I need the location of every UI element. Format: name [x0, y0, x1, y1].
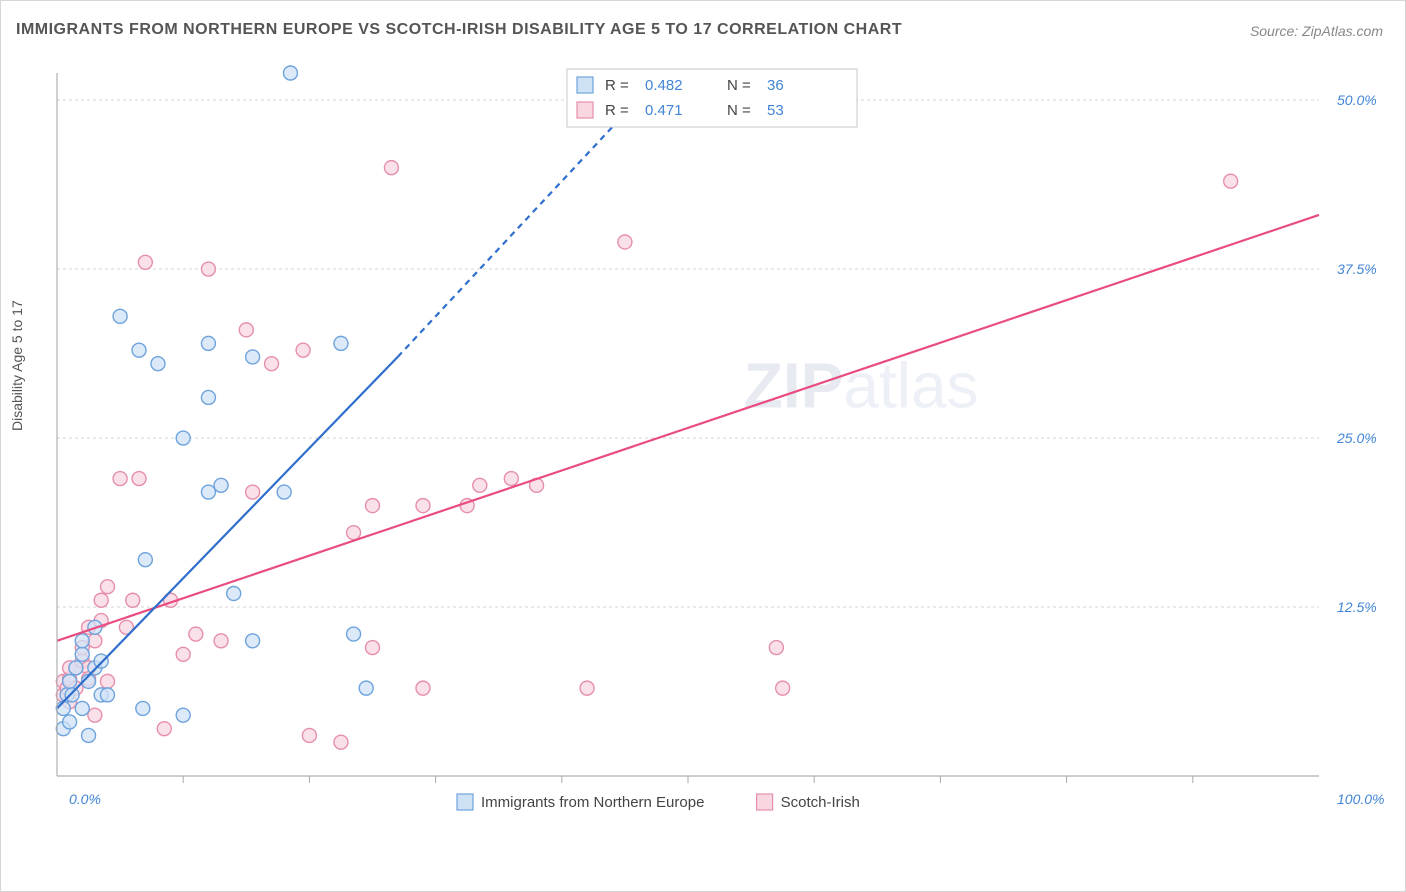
- scatter-point: [366, 641, 380, 655]
- scatter-point: [201, 262, 215, 276]
- scatter-point: [113, 309, 127, 323]
- scatter-point: [334, 336, 348, 350]
- scatter-point: [384, 161, 398, 175]
- scatter-point: [136, 701, 150, 715]
- scatter-point: [416, 681, 430, 695]
- scatter-point: [82, 728, 96, 742]
- scatter-point: [580, 681, 594, 695]
- y-axis-label: Disability Age 5 to 17: [9, 300, 25, 431]
- y-tick-label: 50.0%: [1337, 92, 1377, 108]
- chart-svg: 12.5% 25.0% 37.5% 50.0% ZIPatlas 0.0% 100.0% R …: [47, 61, 1387, 831]
- scatter-point: [201, 336, 215, 350]
- scatter-point: [176, 647, 190, 661]
- legend-r-value: 0.482: [645, 77, 683, 94]
- scatter-point: [94, 654, 108, 668]
- scatter-point: [138, 553, 152, 567]
- legend-series-label: Scotch-Irish: [781, 794, 860, 811]
- scatter-point: [88, 634, 102, 648]
- scatter-point: [277, 485, 291, 499]
- scatter-point: [504, 472, 518, 486]
- watermark: ZIPatlas: [744, 350, 979, 422]
- chart-container: IMMIGRANTS FROM NORTHERN EUROPE VS SCOTC…: [0, 0, 1406, 892]
- legend-r-label: R =: [605, 102, 629, 119]
- legend-n-label: N =: [727, 102, 751, 119]
- chart-title: IMMIGRANTS FROM NORTHERN EUROPE VS SCOTC…: [16, 21, 902, 39]
- scatter-point: [132, 343, 146, 357]
- scatter-point: [359, 681, 373, 695]
- scatter-point: [473, 478, 487, 492]
- scatter-point: [366, 499, 380, 513]
- scatter-point: [138, 255, 152, 269]
- legend-swatch: [757, 794, 773, 810]
- scatter-point: [100, 580, 114, 594]
- legend-n-label: N =: [727, 77, 751, 94]
- scatter-point: [347, 627, 361, 641]
- scatter-point: [75, 647, 89, 661]
- trend-line: [57, 215, 1319, 641]
- scatter-point: [63, 674, 77, 688]
- scatter-point: [246, 485, 260, 499]
- scatter-point: [157, 722, 171, 736]
- scatter-point: [347, 526, 361, 540]
- scatter-point: [302, 728, 316, 742]
- scatter-point: [65, 688, 79, 702]
- scatter-point: [214, 634, 228, 648]
- scatter-point: [88, 708, 102, 722]
- source-label: Source: ZipAtlas.com: [1250, 23, 1383, 39]
- scatter-point: [63, 715, 77, 729]
- legend-n-value: 36: [767, 77, 784, 94]
- scatter-point: [214, 478, 228, 492]
- scatter-point: [334, 735, 348, 749]
- x-max-label: 100.0%: [1337, 791, 1384, 807]
- legend-swatch: [577, 77, 593, 93]
- scatter-point: [265, 357, 279, 371]
- scatter-point: [296, 343, 310, 357]
- legend-r-label: R =: [605, 77, 629, 94]
- scatter-point: [176, 708, 190, 722]
- y-tick-label: 25.0%: [1336, 430, 1377, 446]
- legend-series-label: Immigrants from Northern Europe: [481, 794, 704, 811]
- legend-n-value: 53: [767, 102, 784, 119]
- x-origin-label: 0.0%: [69, 791, 101, 807]
- scatter-point: [283, 66, 297, 80]
- scatter-point: [100, 688, 114, 702]
- y-tick-label: 12.5%: [1337, 599, 1377, 615]
- scatter-point: [416, 499, 430, 513]
- scatter-point: [189, 627, 203, 641]
- scatter-point: [75, 634, 89, 648]
- scatter-point: [126, 593, 140, 607]
- scatter-point: [94, 593, 108, 607]
- scatter-point: [201, 485, 215, 499]
- scatter-point: [201, 390, 215, 404]
- scatter-point: [132, 472, 146, 486]
- plot-area: 12.5% 25.0% 37.5% 50.0% ZIPatlas 0.0% 100.0% R …: [47, 61, 1387, 831]
- scatter-point: [151, 357, 165, 371]
- scatter-point: [239, 323, 253, 337]
- scatter-point: [113, 472, 127, 486]
- y-tick-label: 37.5%: [1337, 261, 1377, 277]
- scatter-point: [246, 634, 260, 648]
- scatter-point: [246, 350, 260, 364]
- legend-swatch: [577, 102, 593, 118]
- scatter-point: [100, 674, 114, 688]
- scatter-point: [1224, 174, 1238, 188]
- scatter-point: [227, 586, 241, 600]
- scatter-point: [776, 681, 790, 695]
- scatter-point: [769, 641, 783, 655]
- legend-r-value: 0.471: [645, 102, 683, 119]
- scatter-point: [75, 701, 89, 715]
- legend-swatch: [457, 794, 473, 810]
- scatter-point: [176, 431, 190, 445]
- scatter-point: [69, 661, 83, 675]
- scatter-point: [618, 235, 632, 249]
